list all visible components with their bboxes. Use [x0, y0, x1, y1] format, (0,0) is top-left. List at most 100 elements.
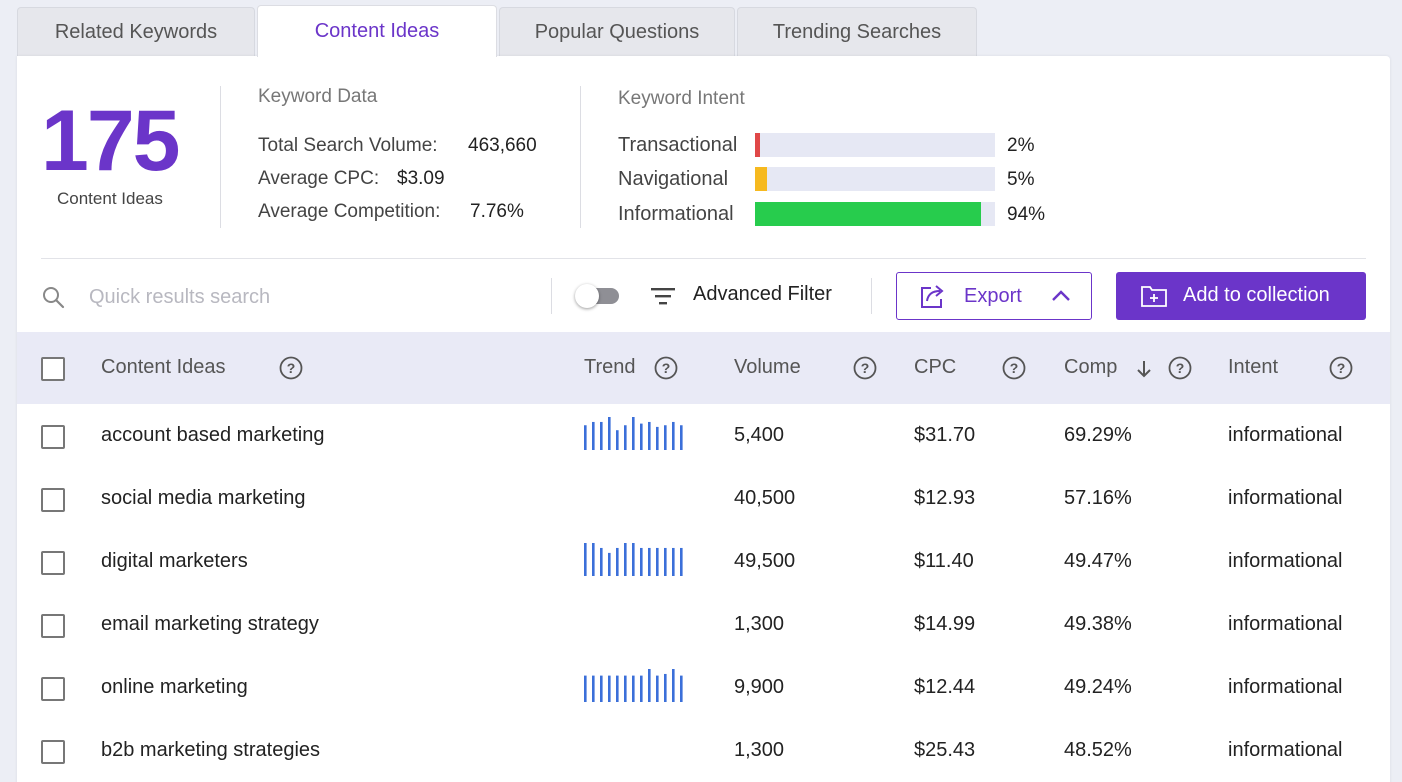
table-row[interactable]: account based marketing 5,400 $31.70 69.29%… — [17, 404, 1390, 467]
trend-bar — [664, 547, 667, 576]
row-checkbox[interactable] — [41, 614, 65, 638]
keyword-cell[interactable]: b2b marketing strategies — [101, 739, 321, 761]
summary-divider — [41, 258, 1366, 259]
column-header-content-ideas[interactable]: Content Ideas — [101, 356, 226, 378]
share-icon — [921, 285, 944, 308]
trend-bar — [680, 675, 683, 702]
help-icon[interactable]: ? — [279, 356, 303, 380]
column-header-intent[interactable]: Intent — [1228, 356, 1279, 378]
avg-cpc-value: $3.09 — [397, 168, 445, 189]
help-icon[interactable]: ? — [853, 356, 877, 380]
advanced-filter-button[interactable]: Advanced Filter — [693, 283, 832, 305]
trend-bar — [632, 543, 635, 576]
trend-sparkline — [584, 605, 688, 639]
keyword-cell[interactable]: account based marketing — [101, 424, 325, 446]
trend-bar — [632, 675, 635, 702]
table-row[interactable]: social media marketing 40,500 $12.93 57.16%… — [17, 467, 1390, 530]
cpc-cell: $25.43 — [914, 739, 976, 761]
sort-descending-icon[interactable] — [1136, 359, 1152, 379]
trend-bar — [608, 417, 611, 450]
trend-bar — [656, 426, 659, 450]
row-checkbox[interactable] — [41, 551, 65, 575]
intent-bar-fill — [755, 202, 981, 226]
content-panel: 175 Content Ideas Keyword Data Total Sea… — [17, 56, 1390, 782]
tab-popular-questions[interactable]: Popular Questions — [499, 7, 735, 57]
divider — [220, 86, 221, 228]
keyword-data-title: Keyword Data — [258, 86, 378, 107]
trend-bar — [680, 425, 683, 450]
table-row[interactable]: digital marketers 49,500 $11.40 49.47% infor… — [17, 530, 1390, 593]
trend-bar — [624, 543, 627, 576]
trend-bar — [680, 547, 683, 576]
tab-related-keywords[interactable]: Related Keywords — [17, 7, 255, 57]
table-header: Content Ideas ? Trend ? Volume ? CPC ? C… — [17, 332, 1390, 404]
intent-bar-fill — [755, 167, 767, 191]
row-checkbox[interactable] — [41, 740, 65, 764]
trend-bar — [656, 547, 659, 576]
add-to-collection-label: Add to collection — [1183, 284, 1330, 306]
trend-bar — [672, 669, 675, 702]
comp-cell: 48.52% — [1064, 739, 1132, 761]
column-header-cpc[interactable]: CPC — [914, 356, 957, 378]
trend-bar — [672, 547, 675, 576]
divider — [871, 278, 872, 314]
table-row[interactable]: online marketing 9,900 $12.44 49.24% informa… — [17, 656, 1390, 719]
intent-cell: informational — [1228, 739, 1343, 761]
add-to-collection-button[interactable]: Add to collection — [1116, 272, 1366, 320]
filter-icon[interactable] — [651, 286, 675, 306]
volume-cell: 1,300 — [734, 739, 785, 761]
column-header-volume[interactable]: Volume — [734, 356, 801, 378]
tab-content-ideas[interactable]: Content Ideas — [257, 5, 497, 57]
trend-bar — [632, 417, 635, 450]
volume-cell: 40,500 — [734, 487, 796, 509]
tab-label: Related Keywords — [54, 21, 218, 43]
tab-label: Content Ideas — [314, 20, 440, 42]
trend-bar — [600, 547, 603, 576]
toggle-knob — [575, 284, 599, 308]
trend-bar — [672, 421, 675, 450]
column-header-trend[interactable]: Trend — [584, 356, 636, 378]
tab-trending-searches[interactable]: Trending Searches — [737, 7, 977, 57]
volume-cell: 5,400 — [734, 424, 785, 446]
trend-bar — [600, 421, 603, 450]
intent-bar-fill — [755, 133, 760, 157]
cpc-cell: $31.70 — [914, 424, 976, 446]
keyword-cell[interactable]: online marketing — [101, 676, 248, 698]
keyword-cell[interactable]: social media marketing — [101, 487, 306, 509]
table-row[interactable]: email marketing strategy 1,300 $14.99 49.38… — [17, 593, 1390, 656]
trend-bar — [584, 543, 587, 576]
keyword-cell[interactable]: digital marketers — [101, 550, 248, 572]
volume-cell: 49,500 — [734, 550, 796, 572]
table-row[interactable]: b2b marketing strategies 1,300 $25.43 48.52… — [17, 719, 1390, 782]
row-checkbox[interactable] — [41, 425, 65, 449]
comp-cell: 69.29% — [1064, 424, 1132, 446]
intent-label-informational: Informational — [618, 203, 734, 225]
row-checkbox[interactable] — [41, 677, 65, 701]
trend-bar — [584, 425, 587, 450]
cpc-cell: $14.99 — [914, 613, 976, 635]
trend-bar — [624, 675, 627, 702]
help-icon[interactable]: ? — [1168, 356, 1192, 380]
trend-bar — [592, 675, 595, 702]
column-header-comp[interactable]: Comp — [1064, 356, 1118, 378]
quick-search-input[interactable] — [89, 281, 529, 313]
cpc-cell: $12.93 — [914, 487, 976, 509]
divider — [551, 278, 552, 314]
intent-cell: informational — [1228, 550, 1343, 572]
help-icon[interactable]: ? — [654, 356, 678, 380]
row-checkbox[interactable] — [41, 488, 65, 512]
chevron-up-icon — [1052, 290, 1070, 301]
filter-toggle[interactable] — [575, 284, 619, 308]
intent-pct-navigational: 5% — [1007, 169, 1035, 190]
trend-bar — [608, 675, 611, 702]
keyword-cell[interactable]: email marketing strategy — [101, 613, 319, 635]
content-ideas-count: 175 — [41, 93, 180, 189]
avg-comp-value: 7.76% — [470, 201, 524, 222]
select-all-checkbox[interactable] — [41, 357, 65, 381]
avg-comp-label: Average Competition: — [258, 201, 441, 222]
help-icon[interactable]: ? — [1002, 356, 1026, 380]
export-button[interactable]: Export — [896, 272, 1092, 320]
svg-text:?: ? — [287, 360, 296, 376]
trend-bar — [616, 547, 619, 576]
help-icon[interactable]: ? — [1329, 356, 1353, 380]
